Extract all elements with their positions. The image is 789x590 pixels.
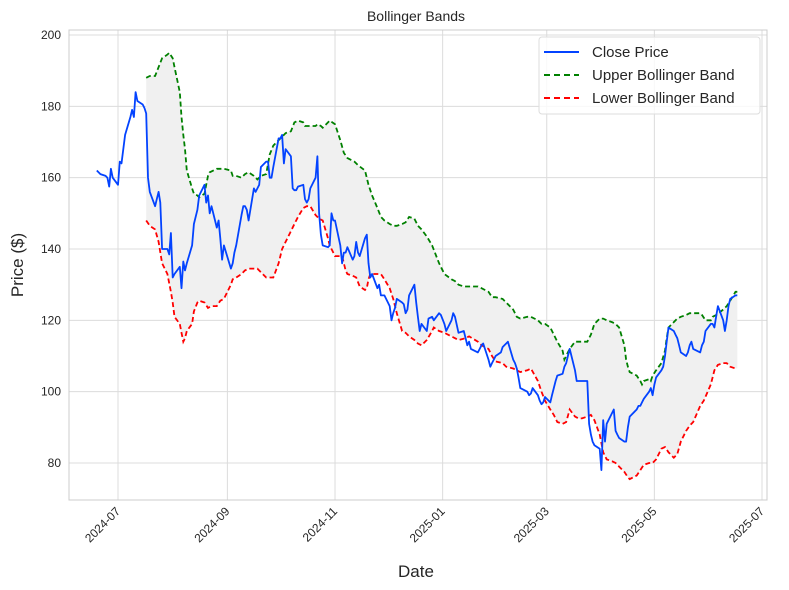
- y-tick-label: 140: [41, 242, 61, 256]
- legend-label-lower: Lower Bollinger Band: [592, 90, 735, 107]
- lower-band-line: [145, 205, 738, 481]
- upper-band-line: [145, 51, 738, 387]
- legend-box: [538, 36, 761, 115]
- close-price-line: [96, 91, 738, 471]
- x-tick-label: 2024-07: [82, 504, 123, 545]
- x-axis-ticks: 2024-07 2024-09 2024-11 2025-01 2025-03 2025-…: [82, 504, 767, 545]
- y-tick-label: 80: [48, 456, 62, 470]
- y-tick-label: 120: [41, 313, 61, 327]
- x-tick-label: 2025-01: [407, 504, 448, 545]
- x-tick-label: 2024-09: [191, 504, 232, 545]
- legend: Close Price Upper Bollinger Band Lower B…: [538, 36, 761, 115]
- x-tick-label: 2025-07: [726, 504, 767, 545]
- legend-item-close: Close Price: [544, 44, 669, 61]
- x-tick-label: 2024-11: [300, 504, 341, 545]
- y-tick-label: 160: [41, 171, 61, 185]
- y-axis-ticks: 80 100 120 140 160 180 200: [41, 28, 61, 470]
- y-axis-label: Price ($): [8, 233, 27, 297]
- legend-label-close: Close Price: [592, 44, 669, 61]
- chart-title: Bollinger Bands: [367, 8, 465, 24]
- plot-frame: [68, 29, 768, 501]
- legend-item-upper: Upper Bollinger Band: [544, 67, 735, 84]
- y-tick-label: 200: [41, 28, 61, 42]
- x-tick-label: 2025-05: [618, 504, 659, 545]
- legend-item-lower: Lower Bollinger Band: [544, 90, 735, 107]
- x-tick-label: 2025-03: [511, 504, 552, 545]
- y-tick-label: 180: [41, 99, 61, 113]
- legend-label-upper: Upper Bollinger Band: [592, 67, 735, 84]
- x-axis-label: Date: [398, 562, 434, 581]
- band-fill: [146, 52, 738, 480]
- y-tick-label: 100: [41, 385, 61, 399]
